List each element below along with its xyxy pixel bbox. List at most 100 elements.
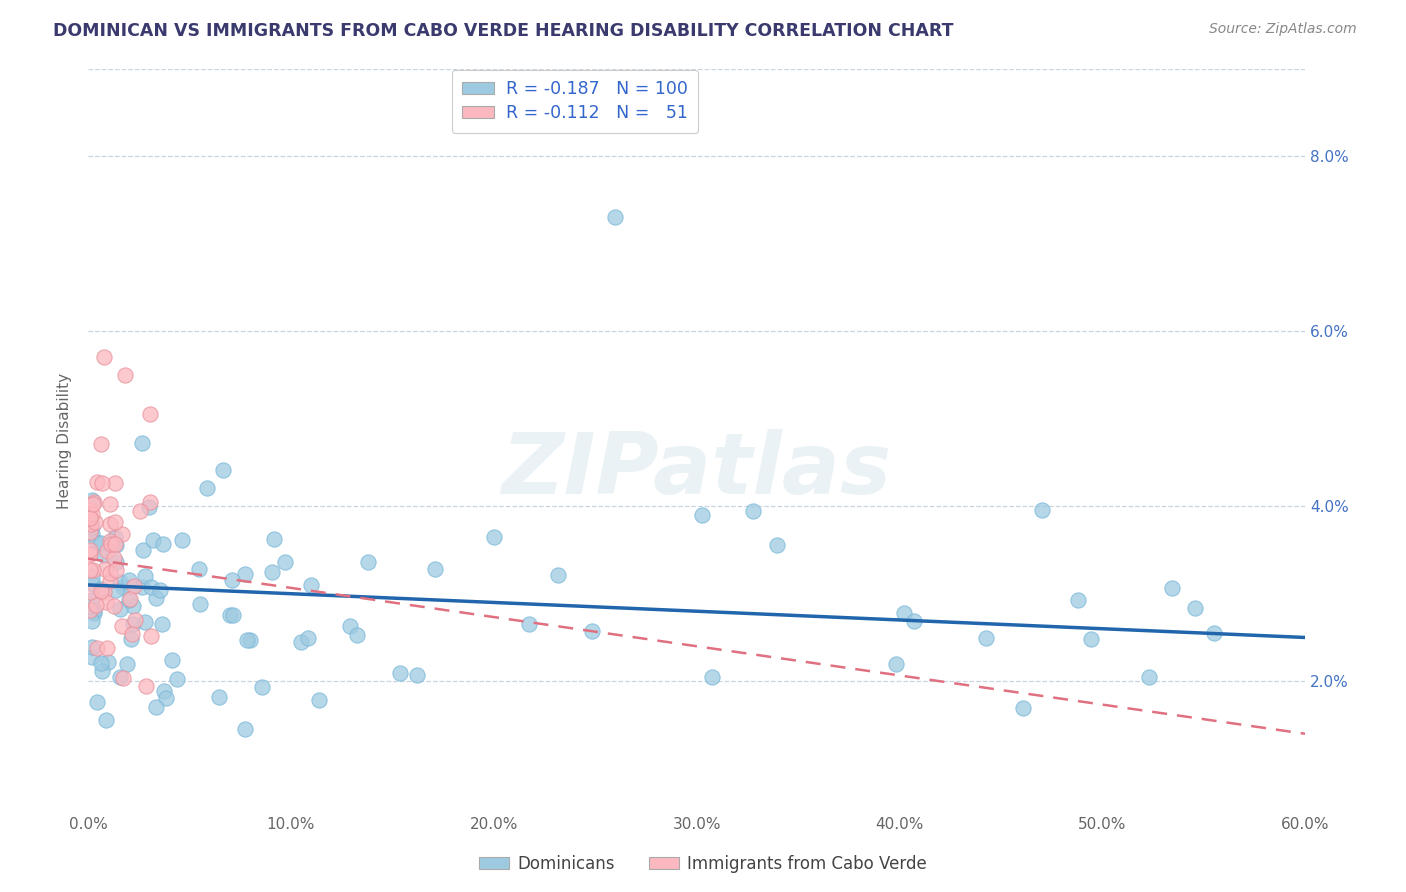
Point xyxy=(114,368,136,382)
Point xyxy=(117,657,139,671)
Point xyxy=(104,582,127,597)
Point xyxy=(103,551,125,566)
Point xyxy=(152,537,174,551)
Point xyxy=(118,573,141,587)
Point xyxy=(96,544,118,558)
Point xyxy=(132,542,155,557)
Point xyxy=(138,495,160,509)
Point xyxy=(406,668,429,682)
Point xyxy=(94,595,117,609)
Point xyxy=(135,679,157,693)
Point xyxy=(90,656,112,670)
Point xyxy=(108,670,131,684)
Point xyxy=(250,680,273,694)
Point xyxy=(82,592,104,607)
Point xyxy=(235,723,257,737)
Point xyxy=(222,608,245,623)
Point xyxy=(90,584,112,599)
Point xyxy=(1080,632,1102,646)
Point xyxy=(104,530,127,544)
Point xyxy=(82,497,104,511)
Point xyxy=(1184,601,1206,615)
Point xyxy=(91,582,114,597)
Point xyxy=(152,684,174,698)
Point xyxy=(82,614,104,628)
Text: DOMINICAN VS IMMIGRANTS FROM CABO VERDE HEARING DISABILITY CORRELATION CHART: DOMINICAN VS IMMIGRANTS FROM CABO VERDE … xyxy=(53,22,953,40)
Point xyxy=(301,578,323,592)
Point xyxy=(145,591,167,605)
Point xyxy=(690,508,713,522)
Point xyxy=(90,536,112,550)
Point xyxy=(98,566,121,580)
Point xyxy=(605,211,627,225)
Point xyxy=(121,627,143,641)
Point xyxy=(104,516,127,530)
Point xyxy=(79,543,101,558)
Point xyxy=(274,555,297,569)
Point xyxy=(108,574,131,589)
Point xyxy=(118,593,141,607)
Point xyxy=(79,547,101,561)
Point xyxy=(122,616,145,631)
Point xyxy=(91,664,114,678)
Point xyxy=(103,599,125,613)
Point xyxy=(1161,582,1184,596)
Point xyxy=(166,672,188,686)
Point xyxy=(1012,700,1035,714)
Point xyxy=(547,568,569,582)
Point xyxy=(111,619,134,633)
Point xyxy=(93,585,115,599)
Point xyxy=(134,569,156,583)
Point xyxy=(121,599,143,613)
Point xyxy=(98,574,121,589)
Point xyxy=(239,632,262,647)
Point xyxy=(105,538,128,552)
Point xyxy=(93,351,115,365)
Point xyxy=(90,476,112,491)
Point xyxy=(120,632,142,646)
Point xyxy=(84,598,107,612)
Point xyxy=(104,555,127,569)
Point xyxy=(233,566,256,581)
Point xyxy=(120,591,142,606)
Point xyxy=(86,695,108,709)
Point xyxy=(120,581,142,595)
Point xyxy=(98,534,121,549)
Point xyxy=(218,607,240,622)
Point xyxy=(134,615,156,630)
Point xyxy=(79,524,101,539)
Point xyxy=(308,693,330,707)
Point xyxy=(82,493,104,508)
Point xyxy=(79,511,101,525)
Point xyxy=(82,563,104,577)
Point xyxy=(149,583,172,598)
Point xyxy=(124,613,146,627)
Point xyxy=(297,631,319,645)
Point xyxy=(1067,593,1090,607)
Point xyxy=(90,437,112,451)
Point xyxy=(484,530,506,544)
Point xyxy=(80,517,103,532)
Point xyxy=(110,527,132,541)
Point xyxy=(260,565,283,579)
Point xyxy=(702,670,724,684)
Point xyxy=(94,562,117,576)
Point xyxy=(290,634,312,648)
Point xyxy=(263,532,285,546)
Point xyxy=(98,517,121,532)
Point xyxy=(100,497,122,511)
Point xyxy=(82,570,104,584)
Point xyxy=(423,562,446,576)
Point xyxy=(96,641,118,656)
Point xyxy=(893,606,915,620)
Point xyxy=(884,657,907,672)
Point xyxy=(97,655,120,669)
Point xyxy=(346,628,368,642)
Point xyxy=(79,563,101,577)
Point xyxy=(83,606,105,620)
Legend: Dominicans, Immigrants from Cabo Verde: Dominicans, Immigrants from Cabo Verde xyxy=(472,848,934,880)
Point xyxy=(82,640,104,654)
Point xyxy=(208,690,231,705)
Point xyxy=(82,650,104,665)
Text: Source: ZipAtlas.com: Source: ZipAtlas.com xyxy=(1209,22,1357,37)
